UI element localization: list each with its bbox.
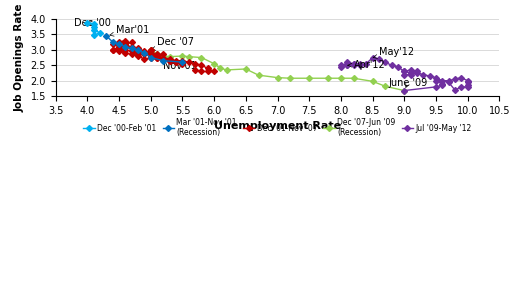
Text: Dec '07: Dec '07 bbox=[151, 37, 194, 50]
Text: Nov'01: Nov'01 bbox=[163, 61, 197, 71]
Legend: Dec '00-Feb '01, Mar '01-Nov '01
(Recession), Dec '01-Nov '07, Dec '07-Jun '09
(: Dec '00-Feb '01, Mar '01-Nov '01 (Recess… bbox=[80, 115, 475, 140]
Text: Apr'12: Apr'12 bbox=[348, 60, 385, 70]
X-axis label: Unemployment Rate: Unemployment Rate bbox=[214, 122, 341, 131]
Text: Mar'01: Mar'01 bbox=[110, 25, 149, 36]
Text: Dec '00: Dec '00 bbox=[74, 18, 110, 28]
Text: June '09: June '09 bbox=[388, 78, 428, 88]
Y-axis label: Job Openings Rate: Job Openings Rate bbox=[15, 3, 25, 112]
Text: May'12: May'12 bbox=[373, 48, 414, 58]
